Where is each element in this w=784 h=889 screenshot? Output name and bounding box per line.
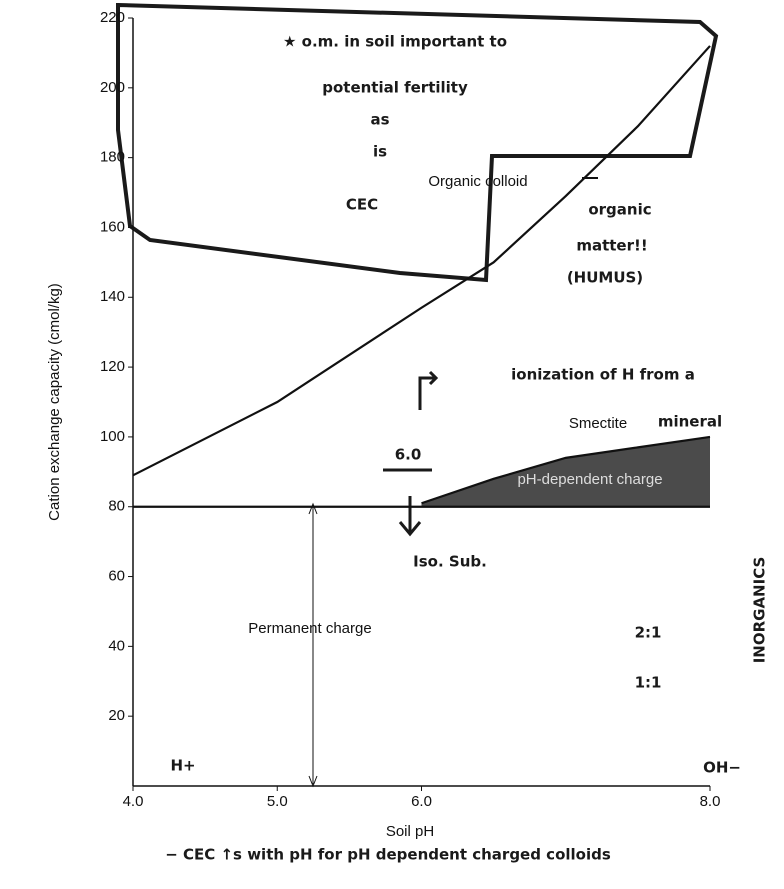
- y-tick-label: 200: [100, 79, 125, 96]
- annotation: ionization of H from a: [511, 366, 695, 384]
- annotation: − CEC ↑s with pH for pH dependent charge…: [165, 846, 611, 864]
- annotation: 6.0: [395, 446, 422, 464]
- annotation: organic: [588, 201, 651, 219]
- annotation: mineral: [658, 413, 722, 431]
- y-tick-label: 180: [100, 149, 125, 166]
- annotation: (HUMUS): [567, 269, 643, 287]
- annotation: potential fertility: [322, 79, 468, 97]
- x-tick-label: 8.0: [700, 793, 721, 810]
- x-axis-label: Soil pH: [386, 823, 434, 840]
- y-tick-label: 160: [100, 218, 125, 235]
- annotation: INORGANICS: [751, 557, 769, 664]
- y-tick-label: 20: [108, 707, 125, 724]
- annotation: H+: [170, 757, 195, 775]
- y-tick-label: 120: [100, 358, 125, 375]
- series-line: [421, 435, 711, 505]
- y-tick-label: 140: [100, 288, 125, 305]
- y-tick-label: 220: [100, 9, 125, 26]
- annotation: ★ o.m. in soil important to: [283, 33, 507, 51]
- series-label: Smectite: [569, 415, 627, 432]
- y-tick-label: 80: [108, 498, 125, 515]
- y-tick-label: 40: [108, 637, 125, 654]
- y-tick-label: 100: [100, 428, 125, 445]
- annotation: 2:1: [635, 624, 662, 642]
- annotation: matter!!: [576, 237, 647, 255]
- x-tick-label: 5.0: [267, 793, 288, 810]
- annotation: pH-dependent charge: [517, 471, 662, 488]
- x-tick-label: 4.0: [123, 793, 144, 810]
- y-axis-label: Cation exchange capacity (cmol/kg): [46, 283, 63, 521]
- series-line: [132, 45, 711, 477]
- handwritten-outline: [116, 2, 719, 283]
- annotation: CEC: [346, 196, 378, 214]
- hand-arrow-up: [418, 370, 439, 410]
- series-label: Organic colloid: [428, 173, 527, 190]
- y-tick-label: 60: [108, 568, 125, 585]
- series-label: Permanent charge: [248, 620, 372, 637]
- shaded-area: [421, 436, 710, 507]
- annotation: is: [373, 143, 387, 161]
- annotation: OH−: [703, 759, 741, 777]
- annotation: as: [370, 111, 389, 129]
- annotation: 1:1: [635, 674, 662, 692]
- annotation: Iso. Sub.: [413, 553, 487, 571]
- x-tick-label: 6.0: [411, 793, 432, 810]
- hand-arrow-down: [398, 496, 422, 537]
